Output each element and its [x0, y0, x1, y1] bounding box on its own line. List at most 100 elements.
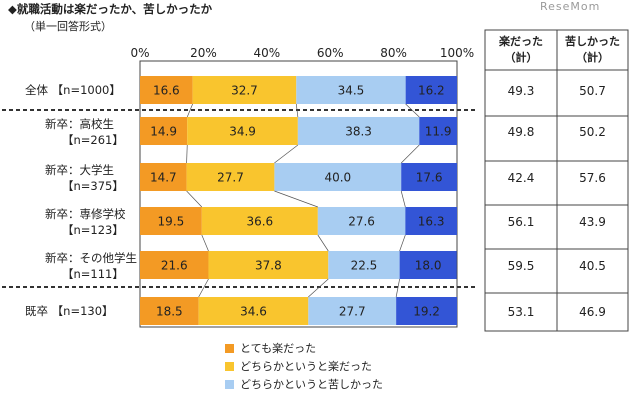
summary-value: 43.9 — [579, 215, 606, 229]
bar-value-label: 37.8 — [255, 259, 282, 273]
bar-segment — [396, 297, 457, 325]
legend-label: どちらかというと楽だった — [240, 360, 372, 373]
plot-frame — [139, 60, 458, 328]
legend-swatch — [225, 361, 234, 371]
summary-value: 50.7 — [579, 84, 606, 98]
bar-segment — [274, 163, 402, 191]
bar-segment — [186, 163, 275, 191]
category-label: 既卒 【n=130】 — [25, 304, 114, 318]
summary-value: 53.1 — [508, 305, 535, 319]
summary-header-sub: （計） — [576, 50, 609, 64]
connector-line — [295, 103, 299, 118]
x-tick-label: 100% — [440, 46, 474, 60]
legend-item: どちらかというと苦しかった — [225, 378, 383, 392]
category-sublabel: 【n=123】 — [62, 223, 124, 237]
bar-segment — [296, 76, 406, 104]
summary-value: 49.8 — [508, 125, 535, 139]
bar-value-label: 17.6 — [416, 171, 443, 185]
bar-segment — [198, 297, 309, 325]
bar-segment — [140, 76, 193, 104]
connector-line — [400, 144, 420, 164]
bar-value-label: 34.6 — [240, 305, 267, 319]
bar-value-label: 19.5 — [158, 215, 185, 229]
bar-segment — [405, 207, 457, 235]
legend-label: とても楽だった — [240, 342, 317, 355]
x-tick-label: 60% — [317, 46, 344, 60]
bar-segment — [140, 117, 188, 145]
bar-segment — [201, 207, 318, 235]
bar-segment — [419, 117, 457, 145]
summary-value: 56.1 — [508, 215, 535, 229]
bar-segment — [140, 207, 202, 235]
connector-line — [308, 278, 329, 298]
connector-line — [274, 144, 299, 164]
category-sublabel: 【n=111】 — [62, 267, 124, 281]
bar-segment — [399, 251, 457, 279]
bar-value-label: 38.3 — [345, 125, 372, 139]
bar-segment — [401, 163, 457, 191]
legend-swatch — [225, 379, 234, 389]
bar-value-label: 16.3 — [418, 215, 445, 229]
connector-line — [317, 234, 329, 252]
connector-line — [186, 190, 203, 208]
connector-line — [400, 190, 406, 208]
category-sublabel: 【n=261】 — [62, 133, 124, 147]
bar-value-label: 34.9 — [229, 125, 256, 139]
summary-header: 楽だった — [498, 34, 543, 48]
category-label: 全体 【n=1000】 — [25, 83, 121, 97]
connector-line — [198, 278, 209, 298]
category-label: 新卒：その他学生 — [45, 251, 137, 265]
summary-header: 苦しかった — [565, 34, 620, 48]
connector-line — [186, 103, 193, 118]
summary-value: 42.4 — [508, 171, 535, 185]
chart-title: ◆就職活動は楽だったか、苦しかったか — [8, 2, 213, 16]
bar-value-label: 27.6 — [348, 215, 375, 229]
connector-line — [399, 234, 406, 252]
bar-value-label: 18.5 — [156, 305, 183, 319]
summary-value: 46.9 — [579, 305, 606, 319]
summary-value: 50.2 — [579, 125, 606, 139]
bar-value-label: 11.9 — [425, 125, 452, 139]
bar-segment — [405, 76, 457, 104]
bar-value-label: 14.7 — [150, 171, 177, 185]
bar-segment — [308, 297, 397, 325]
bar-segment — [328, 251, 400, 279]
category-label: 新卒：高校生 — [45, 117, 114, 131]
bar-segment — [187, 117, 298, 145]
watermark-logo: ReseMom — [540, 0, 601, 13]
category-label: 新卒：専修学校 — [45, 207, 126, 221]
x-tick-label: 80% — [380, 46, 407, 60]
bar-value-label: 32.7 — [231, 84, 258, 98]
x-tick-label: 40% — [253, 46, 280, 60]
bar-segment — [208, 251, 329, 279]
bar-value-label: 21.6 — [161, 259, 188, 273]
chart-subtitle: （単一回答形式） — [24, 20, 112, 33]
legend-item: とても楽だった — [225, 342, 316, 356]
bar-value-label: 36.6 — [246, 215, 273, 229]
bar-segment — [140, 163, 187, 191]
summary-value: 49.3 — [508, 84, 535, 98]
legend-label: どちらかというと苦しかった — [240, 378, 383, 391]
category-label: 新卒：大学生 — [45, 163, 114, 177]
bar-value-label: 34.5 — [338, 84, 365, 98]
summary-value: 40.5 — [579, 259, 606, 273]
bar-value-label: 27.7 — [339, 305, 366, 319]
connector-line — [186, 144, 188, 164]
legend-swatch — [225, 343, 234, 353]
summary-header-sub: （計） — [505, 50, 538, 64]
bar-value-label: 16.6 — [153, 84, 180, 98]
connector-line — [405, 103, 420, 118]
bar-value-label: 19.2 — [413, 305, 440, 319]
connector-line — [274, 190, 318, 208]
bar-value-label: 22.5 — [351, 259, 378, 273]
bar-value-label: 27.7 — [217, 171, 244, 185]
bar-segment — [297, 117, 420, 145]
x-tick-label: 20% — [190, 46, 217, 60]
bar-value-label: 16.2 — [418, 84, 445, 98]
summary-value: 59.5 — [508, 259, 535, 273]
category-sublabel: 【n=375】 — [62, 179, 124, 193]
connector-line — [201, 234, 209, 252]
bar-value-label: 40.0 — [324, 171, 351, 185]
summary-value: 57.6 — [579, 171, 606, 185]
